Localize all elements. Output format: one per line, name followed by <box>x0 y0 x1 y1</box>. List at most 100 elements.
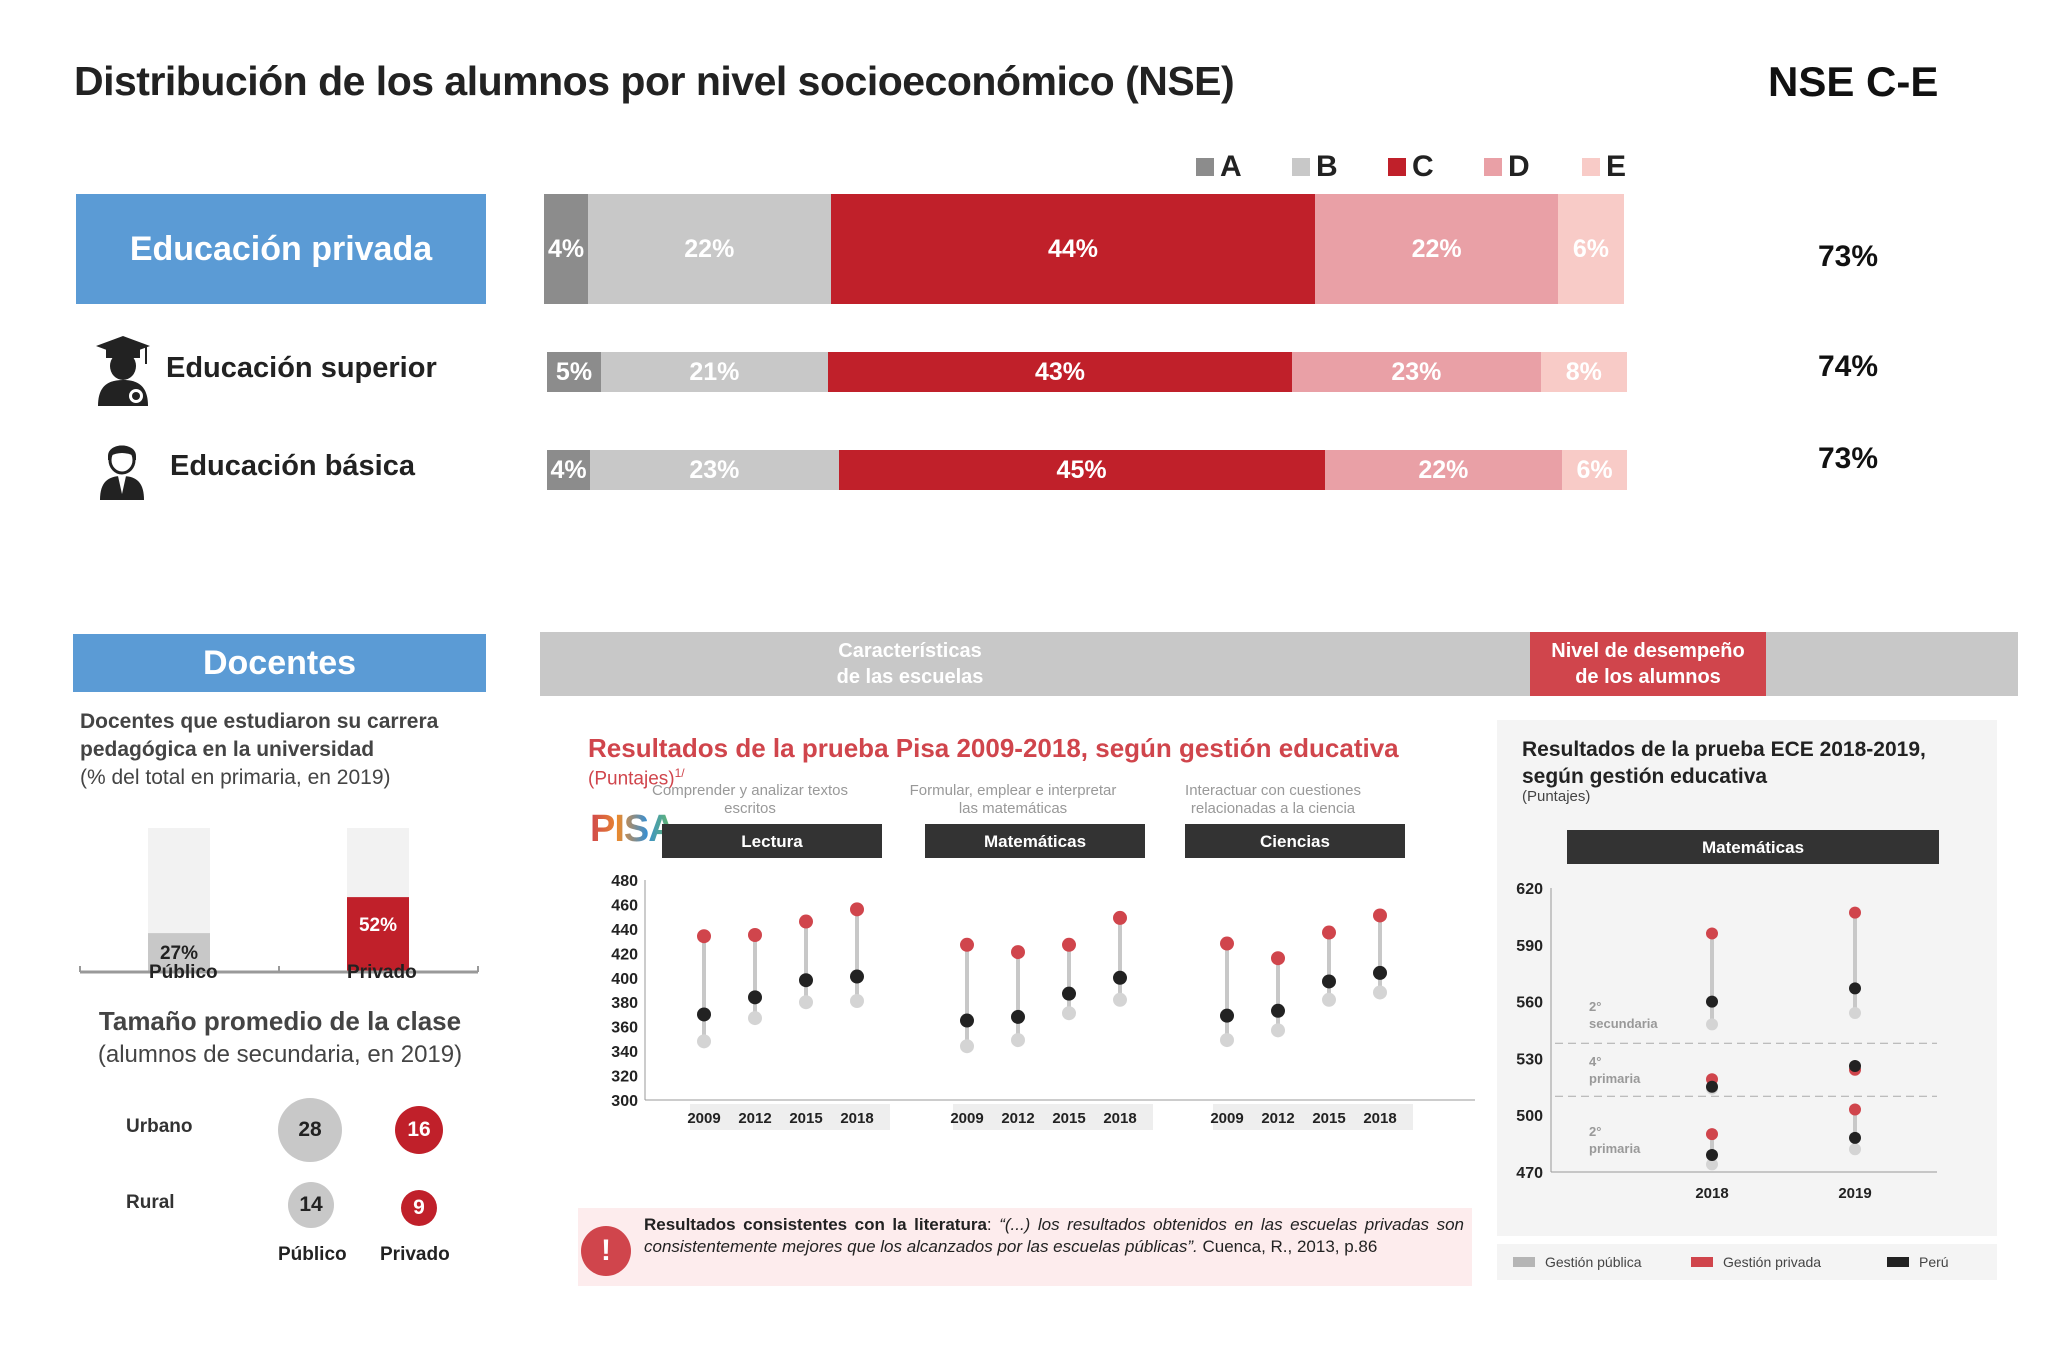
pisa-point-privada <box>1062 937 1076 952</box>
segment-d: 22% <box>1315 194 1558 304</box>
pisa-y-tick: 300 <box>611 1093 638 1110</box>
ece-level-label: secundaria <box>1589 1016 1658 1031</box>
ece-point-peru <box>1706 995 1718 1008</box>
pisa-point-peru <box>1322 974 1336 989</box>
pisa-point-peru <box>697 1007 711 1022</box>
pisa-group-desc: Comprender y analizar textos escritos <box>652 782 848 817</box>
pisa-point-publica <box>1220 1033 1234 1048</box>
segment-e: 6% <box>1557 194 1624 304</box>
ece-level-label: 4° <box>1589 1054 1601 1069</box>
tab-desempeno[interactable]: Nivel de desempeño de los alumnos <box>1530 632 1766 696</box>
student-icon <box>96 436 148 505</box>
legend-b: B <box>1292 150 1338 184</box>
tab-caracteristicas[interactable]: Características de las escuelas <box>836 640 984 688</box>
legend-d: D <box>1484 150 1530 184</box>
segment-e: 8% <box>1540 352 1627 392</box>
pisa-year-label: 2018 <box>840 1110 873 1127</box>
pisa-year-band <box>1213 1104 1413 1130</box>
pisa-title: Resultados de la prueba Pisa 2009-2018, … <box>588 733 1399 763</box>
ece-y-tick: 560 <box>1516 995 1543 1012</box>
legend-peru: Perú <box>1887 1254 1949 1270</box>
pisa-year-label: 2012 <box>1261 1110 1294 1127</box>
pisa-y-tick: 360 <box>611 1020 638 1037</box>
segment-c: 43% <box>827 352 1293 392</box>
alert-icon: ! <box>581 1226 631 1276</box>
legend-e: E <box>1582 150 1626 184</box>
pisa-point-publica <box>697 1034 711 1049</box>
ece-point-privada <box>1849 906 1861 919</box>
pisa-group-label: Matemáticas <box>984 832 1086 851</box>
ece-point-publica <box>1849 1006 1861 1019</box>
ece-y-tick: 470 <box>1516 1165 1543 1182</box>
row-label-privada: Educación privada <box>76 194 486 304</box>
pisa-note: ! Resultados consistentes con la literat… <box>578 1208 1472 1286</box>
ece-point-privada <box>1706 927 1718 940</box>
pisa-point-publica <box>799 995 813 1010</box>
segment-a: 5% <box>547 352 601 392</box>
pisa-point-privada <box>850 902 864 917</box>
pisa-point-publica <box>1271 1023 1285 1038</box>
pisa-group-label: Lectura <box>741 832 803 851</box>
pisa-point-publica <box>1113 992 1127 1007</box>
ece-year-label: 2019 <box>1838 1185 1871 1202</box>
ece-point-peru <box>1849 1131 1861 1144</box>
ece-level-label: 2° <box>1589 999 1601 1014</box>
pisa-point-peru <box>799 973 813 988</box>
pisa-year-label: 2015 <box>1312 1110 1345 1127</box>
ece-point-peru <box>1849 1059 1861 1072</box>
nse-ce-value-basica: 73% <box>1818 442 1879 475</box>
pisa-point-peru <box>1011 1009 1025 1024</box>
nse-ce-value-superior: 74% <box>1818 350 1879 383</box>
stacked-bar-privada: 4% 22% 44% 22% 6% <box>544 194 1624 304</box>
page-title: Distribución de los alumnos por nivel so… <box>74 58 1235 104</box>
pisa-subtitle: (Puntajes)1/ <box>588 766 685 790</box>
segment-a: 4% <box>547 450 591 490</box>
pisa-group-header <box>662 824 882 858</box>
pisa-year-label: 2015 <box>1052 1110 1085 1127</box>
pisa-y-tick: 380 <box>611 995 638 1012</box>
ece-point-peru <box>1706 1080 1718 1093</box>
ece-level-label: primaria <box>1589 1141 1641 1156</box>
stacked-bar-superior: 5% 21% 43% 23% 8% <box>547 352 1627 392</box>
pisa-year-label: 2012 <box>738 1110 771 1127</box>
segment-c: 45% <box>838 450 1325 490</box>
pisa-point-privada <box>1113 910 1127 925</box>
ece-point-privada <box>1706 1128 1718 1141</box>
pisa-point-publica <box>1373 985 1387 1000</box>
note-citation: Cuenca, R., 2013, p.86 <box>1197 1237 1378 1256</box>
pisa-point-privada <box>960 937 974 952</box>
row-urbano: Urbano <box>126 1116 193 1137</box>
ece-point-publica <box>1706 1158 1718 1171</box>
pisa-group-header <box>1185 824 1405 858</box>
docentes-header: Docentes <box>73 634 486 692</box>
pisa-group-header <box>925 824 1145 858</box>
pisa-chart: 480 460 440 420 400 380 360 340 320 300 Comprender… <box>611 782 1475 1130</box>
segment-c: 44% <box>830 194 1316 304</box>
pisa-point-publica <box>748 1011 762 1026</box>
pisa-point-publica <box>1062 1006 1076 1021</box>
ece-point-peru <box>1849 982 1861 995</box>
ece-point-publica <box>1849 1143 1861 1156</box>
pisa-point-peru <box>1062 986 1076 1001</box>
ece-subtitle: (Puntajes) <box>1522 788 1591 805</box>
segment-b: 22% <box>588 194 831 304</box>
ece-panel-label: Matemáticas <box>1702 838 1804 857</box>
pisa-year-label: 2018 <box>1103 1110 1136 1127</box>
pisa-point-publica <box>1322 992 1336 1007</box>
bar-publico <box>148 933 210 972</box>
pisa-point-peru <box>1220 1008 1234 1023</box>
row-label-superior: Educación superior <box>166 352 437 384</box>
col-publico: Público <box>278 1244 347 1265</box>
nse-ce-title: NSE C-E <box>1768 58 1939 105</box>
pisa-y-tick: 340 <box>611 1044 638 1061</box>
ece-y-tick: 590 <box>1516 938 1543 955</box>
label-privado: Privado <box>347 962 417 983</box>
pisa-year-band <box>953 1104 1153 1130</box>
pisa-y-tick: 460 <box>611 897 638 914</box>
pisa-year-label: 2012 <box>1001 1110 1034 1127</box>
ece-title: Resultados de la prueba ECE 2018-2019, s… <box>1522 738 1926 788</box>
docentes-bar-chart: 27% 52% <box>79 828 479 974</box>
pisa-point-privada <box>1220 936 1234 951</box>
ece-chart: Matemáticas 620 590 560 530 500 470 2° secundari… <box>1516 830 1939 1202</box>
segment-b: 21% <box>601 352 828 392</box>
